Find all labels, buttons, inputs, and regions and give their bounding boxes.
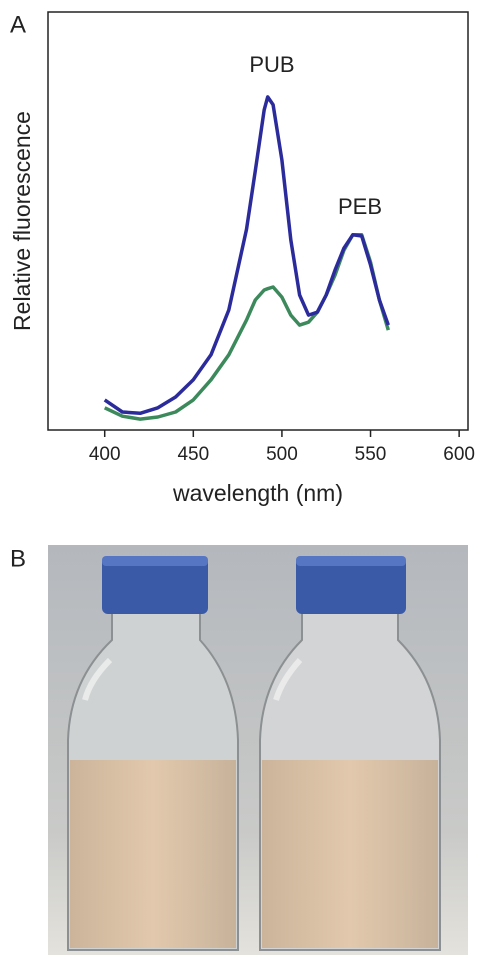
panel-label: A (10, 11, 26, 38)
annotation: PEB (338, 194, 382, 219)
y-axis-label: Relative fluorescence (9, 111, 35, 331)
line (103, 233, 390, 421)
line (103, 95, 390, 416)
annotation: PUB (249, 52, 294, 77)
panel-label: B (10, 545, 26, 572)
x-tick-label: 450 (177, 444, 209, 465)
x-tick-label: 400 (89, 444, 121, 465)
plot-frame (47, 11, 469, 431)
x-tick-label: 500 (266, 444, 298, 465)
x-axis-label: wavelength (nm) (172, 480, 343, 506)
x-tick-label: 600 (443, 444, 475, 465)
photo (48, 545, 468, 955)
x-tick-label: 550 (355, 444, 387, 465)
